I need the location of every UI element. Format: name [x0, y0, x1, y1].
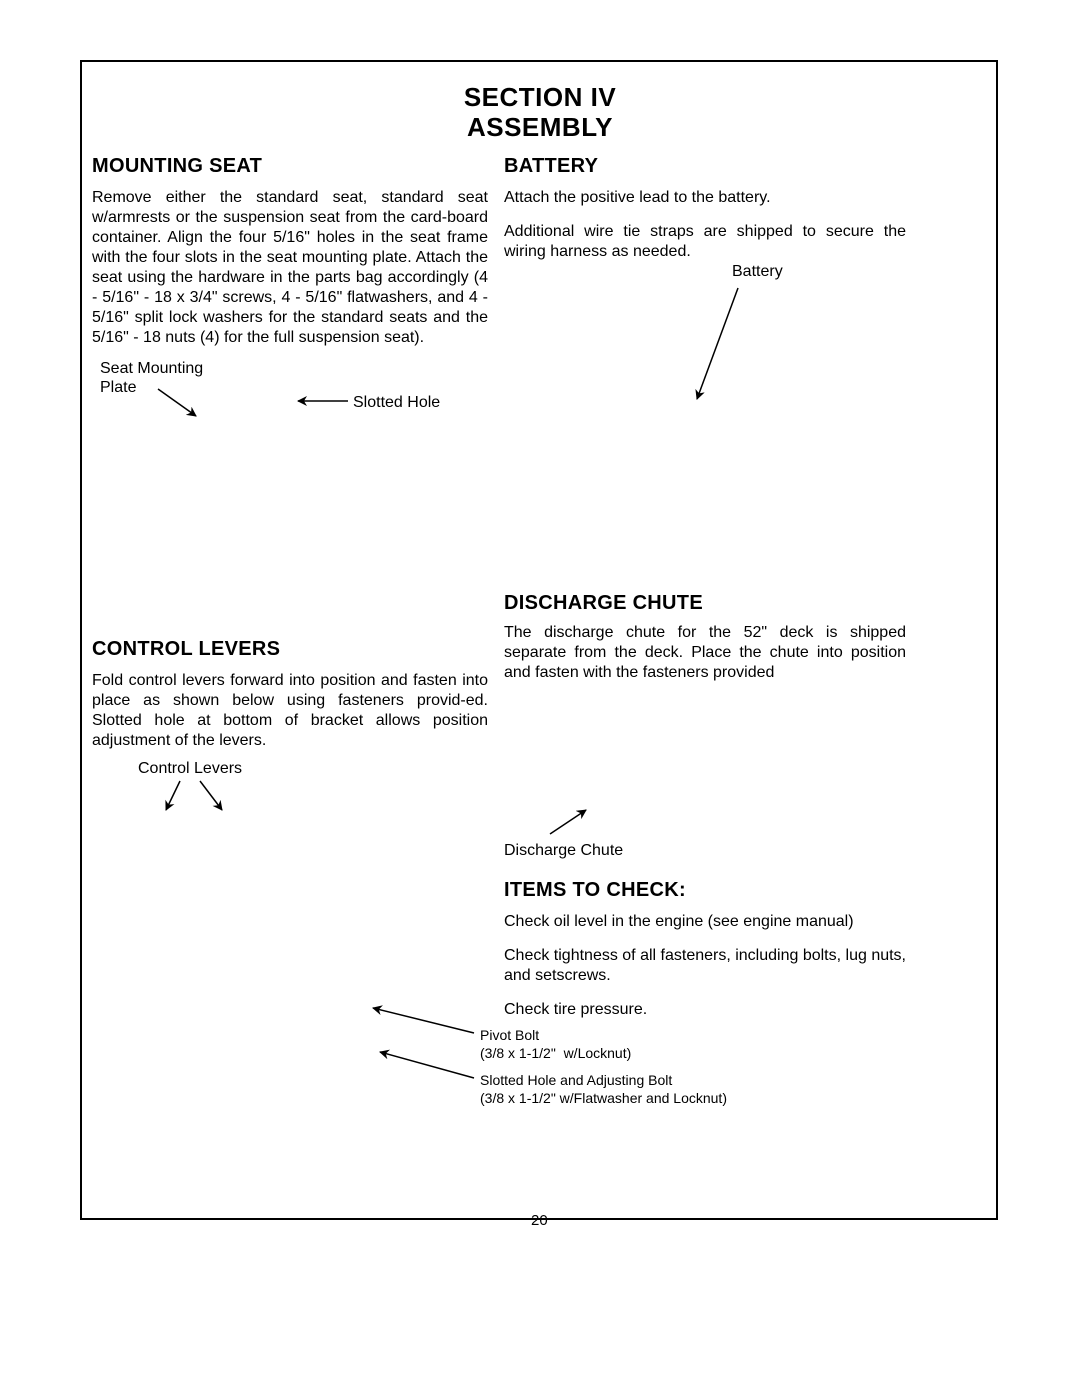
arrows-layer — [0, 0, 1080, 1397]
arrow-seat-plate — [158, 389, 196, 416]
arrow-battery — [697, 288, 738, 399]
arrow-discharge-chute — [550, 810, 586, 834]
arrow-control-levers-right — [200, 781, 222, 810]
arrow-slotted-adj — [380, 1052, 474, 1078]
arrow-pivot-bolt — [373, 1008, 474, 1033]
arrow-control-levers-left — [166, 781, 180, 810]
